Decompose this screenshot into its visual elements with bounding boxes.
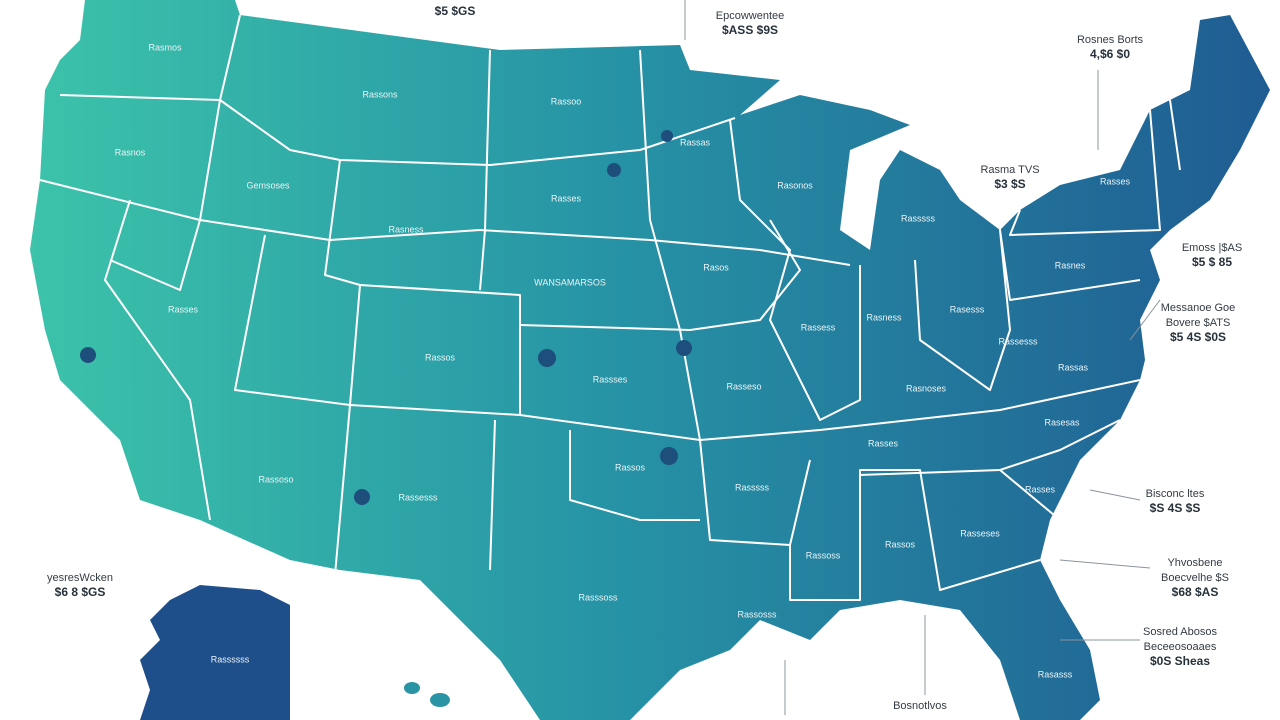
annotation-text: $5 $ 85 — [1192, 255, 1232, 269]
state-label: Rasesas — [1044, 417, 1080, 427]
state-label: Rassoso — [258, 474, 293, 484]
state-label: Gemsoses — [246, 180, 290, 190]
annotation-text: $S 4S $S — [1150, 501, 1201, 515]
state-label: Rasses — [868, 438, 899, 448]
state-label: Rasnoses — [906, 383, 947, 393]
state-label: Rasness — [866, 312, 902, 322]
state-label: Rasssoss — [578, 592, 618, 602]
annotation-text: yesresWcken — [47, 572, 113, 584]
annotation-text: Beceeosoaaes — [1144, 641, 1217, 653]
annotation-text: 4,$6 $0 — [1090, 47, 1130, 61]
leader-line — [1129, 299, 1161, 341]
alaska — [140, 585, 290, 720]
annotation-text: Boecvelhe $S — [1161, 572, 1229, 584]
annotation-text: Bisconc ltes — [1146, 488, 1205, 500]
annotation-text: Rasma TVS — [980, 164, 1039, 176]
annotation-text: Rosnes Borts — [1077, 34, 1144, 46]
annotation-text: Messanoe Goe — [1161, 302, 1236, 314]
state-label: Rassoss — [806, 550, 841, 560]
state-label: Rasseso — [726, 381, 761, 391]
state-label: Rasses — [168, 304, 199, 314]
state-label: Rasssss — [735, 482, 770, 492]
icon — [538, 349, 556, 367]
state-label: Rassses — [593, 374, 628, 384]
state-label: Rassesss — [998, 336, 1038, 346]
state-label: Rassssss — [211, 654, 250, 664]
state-label: Rasnes — [1055, 260, 1086, 270]
hawaii — [430, 693, 450, 707]
annotation-text: Sosred Abosos — [1143, 626, 1217, 638]
map-shapes — [30, 0, 1270, 720]
icon — [660, 447, 678, 465]
state-label: Rassas — [1058, 362, 1089, 372]
annotation-text: $68 $AS — [1172, 585, 1219, 599]
state-label: Rasseses — [960, 528, 1000, 538]
annotation-text: $5 4S $0S — [1170, 330, 1226, 344]
leader-line — [1089, 489, 1141, 501]
state-label: Rassos — [425, 352, 456, 362]
icon — [354, 489, 370, 505]
state-label: WANSAMARSOS — [534, 277, 606, 287]
annotation-text: Epcowwentee — [716, 10, 785, 22]
labels: Rasmos Rassons Rassoo Rasnos Rassas Gemsoses R… — [47, 4, 1242, 712]
hawaii — [404, 682, 420, 694]
annotation-text: Emoss |$AS — [1182, 242, 1242, 254]
state-label: Rasesss — [950, 304, 985, 314]
annotation-text: $6 8 $GS — [55, 585, 106, 599]
annotation-text: Bosnotlvos — [893, 700, 947, 712]
annotation-text: Yhvosbene — [1167, 557, 1222, 569]
annotation-text: $3 $S — [994, 177, 1025, 191]
icon — [676, 340, 692, 356]
annotation-text: $5 $GS — [435, 4, 476, 18]
state-label: Rassesss — [398, 492, 438, 502]
icon — [661, 130, 673, 142]
state-label: Rassess — [801, 322, 836, 332]
leader-line — [1059, 559, 1151, 569]
annotation-text: $0S Sheas — [1150, 654, 1210, 668]
state-label: Rassos — [615, 462, 646, 472]
state-borders — [39, 14, 1181, 601]
annotation-text: Bovere $ATS — [1166, 317, 1231, 329]
state-label: Rassas — [680, 137, 711, 147]
state-label: Rasos — [703, 262, 729, 272]
state-label: Rasssss — [901, 213, 936, 223]
contiguous-us — [30, 0, 1270, 720]
icon — [607, 163, 621, 177]
state-label: Rasmos — [148, 42, 182, 52]
leaders — [684, 0, 1161, 715]
state-label: Rasses — [1025, 484, 1056, 494]
state-label: Rasses — [551, 193, 582, 203]
state-label: Rasses — [1100, 176, 1131, 186]
state-label: Rassos — [885, 539, 916, 549]
state-label: Rassons — [362, 89, 398, 99]
state-label: Rassoo — [551, 96, 582, 106]
state-label: Rasonos — [777, 180, 813, 190]
state-label: Rasnos — [115, 147, 146, 157]
icon — [80, 347, 96, 363]
state-label: Rasness — [388, 224, 424, 234]
state-label: Rassosss — [737, 609, 777, 619]
state-label: Rasasss — [1038, 669, 1073, 679]
annotation-text: $ASS $9S — [722, 23, 778, 37]
icons — [80, 130, 692, 505]
